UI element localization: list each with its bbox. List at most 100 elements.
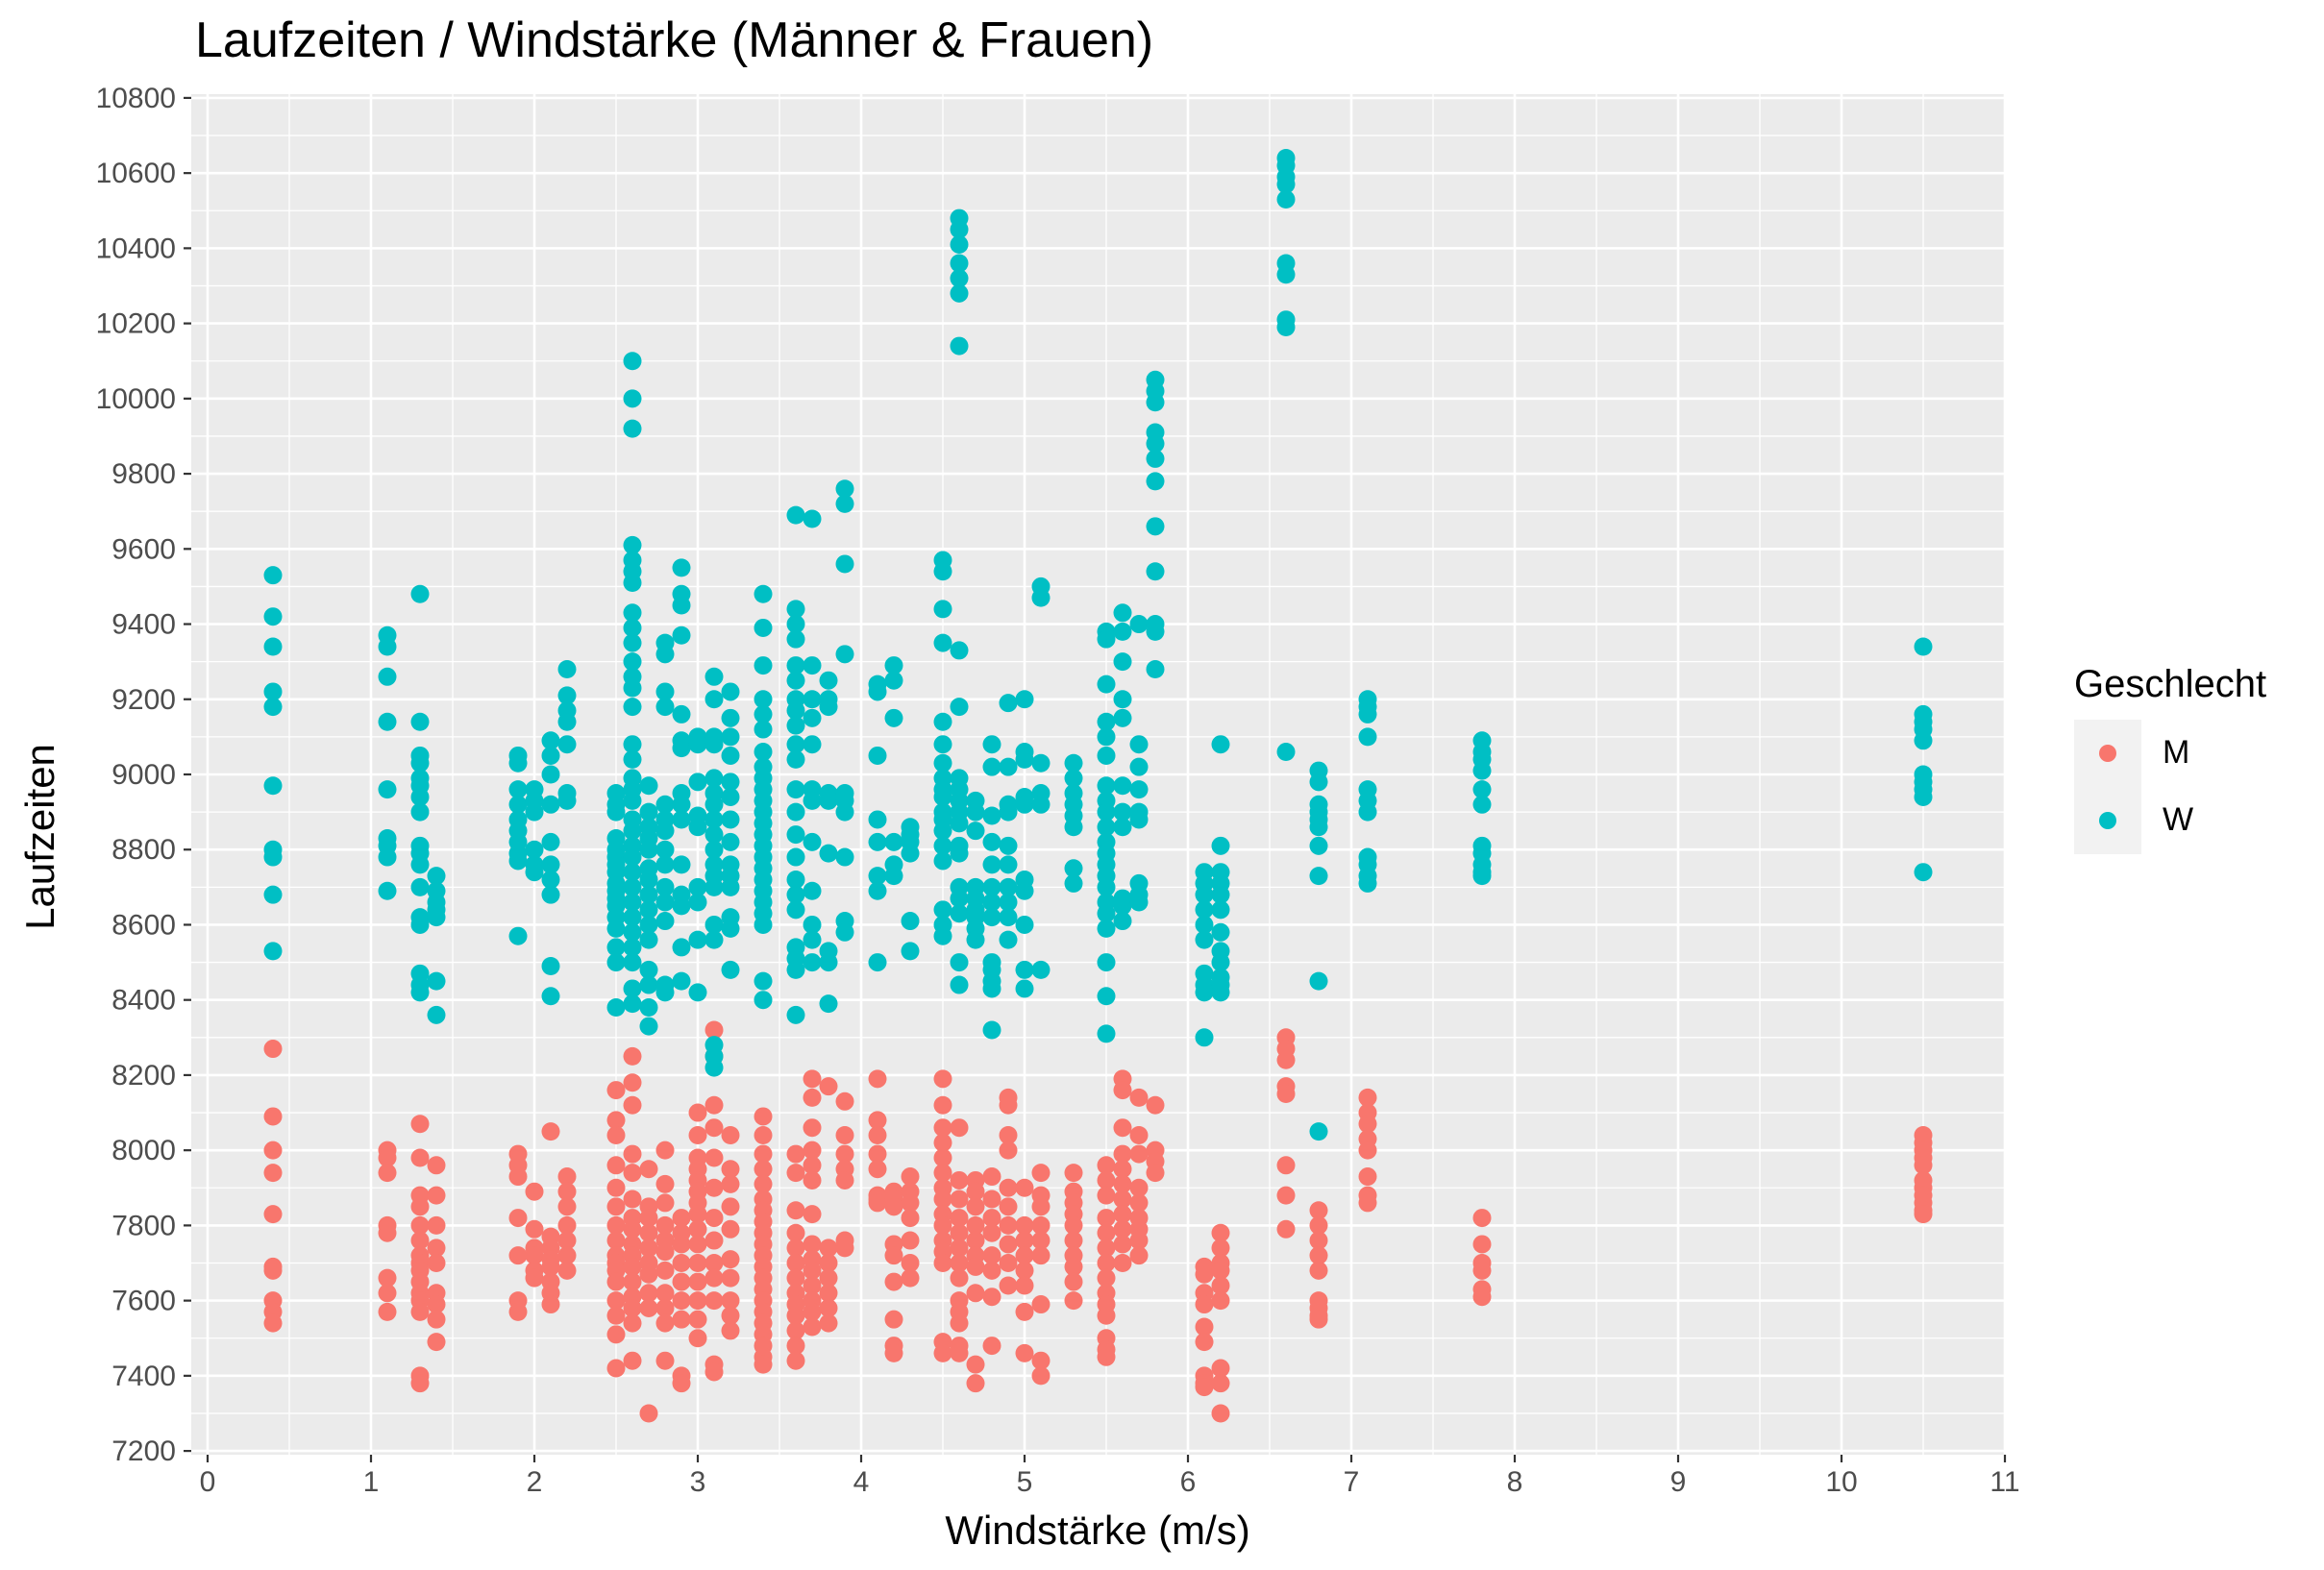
data-point-m [688, 1103, 707, 1122]
data-point-w [1358, 873, 1377, 893]
data-point-w [623, 535, 642, 554]
data-point-m [606, 1325, 626, 1344]
data-point-m [868, 1069, 887, 1089]
data-point-m [950, 1223, 969, 1242]
data-point-m [1031, 1231, 1051, 1250]
data-point-w [557, 686, 577, 705]
data-point-w [1276, 175, 1296, 194]
data-point-w [966, 930, 985, 949]
data-point-m [966, 1182, 985, 1201]
data-point-w [933, 787, 952, 806]
data-point-m [639, 1223, 658, 1242]
data-point-m [950, 1190, 969, 1209]
data-point-w [541, 885, 560, 904]
data-point-m [1097, 1223, 1116, 1242]
data-point-m [508, 1246, 528, 1265]
data-point-w [982, 855, 1001, 874]
data-point-w [557, 712, 577, 731]
legend-marker-m [2099, 745, 2116, 762]
data-point-w [1097, 629, 1116, 649]
data-point-w [623, 922, 642, 942]
data-point-m [803, 1069, 822, 1089]
data-point-m [655, 1215, 675, 1235]
data-point-m [378, 1284, 397, 1303]
data-point-m [884, 1246, 903, 1265]
data-point-w [639, 998, 658, 1018]
data-point-m [688, 1126, 707, 1145]
data-point-w [525, 840, 544, 859]
data-point-m [999, 1141, 1018, 1160]
data-point-w [623, 979, 642, 998]
data-point-w [655, 682, 675, 701]
data-point-m [721, 1126, 740, 1145]
y-tick-label: 9600 [111, 533, 176, 565]
data-point-w [263, 942, 283, 961]
data-point-w [541, 765, 560, 784]
data-point-w [1015, 690, 1034, 709]
data-point-w [705, 1058, 724, 1077]
data-point-w [1097, 904, 1116, 923]
data-point-m [966, 1257, 985, 1276]
data-point-w [672, 795, 691, 814]
data-point-w [688, 773, 707, 792]
data-point-w [721, 960, 740, 979]
data-point-m [639, 1284, 658, 1303]
data-point-w [933, 900, 952, 920]
data-point-m [606, 1306, 626, 1325]
data-point-w [623, 352, 642, 371]
data-point-w [982, 832, 1001, 851]
data-point-m [427, 1254, 446, 1273]
data-point-w [410, 915, 430, 934]
data-point-w [508, 795, 528, 814]
data-point-w [606, 998, 626, 1018]
data-point-w [1211, 735, 1230, 754]
data-point-w [835, 922, 854, 942]
data-point-w [1472, 867, 1492, 886]
data-point-w [786, 701, 805, 721]
data-point-w [786, 780, 805, 799]
data-point-m [933, 1133, 952, 1152]
data-point-m [1211, 1223, 1230, 1242]
data-point-w [639, 975, 658, 994]
data-point-m [950, 1239, 969, 1258]
data-point-w [721, 746, 740, 765]
data-point-m [999, 1276, 1018, 1295]
data-point-m [1129, 1178, 1149, 1197]
y-tick-label: 10000 [96, 383, 176, 415]
data-point-m [1015, 1178, 1034, 1197]
data-point-w [378, 712, 397, 731]
data-point-w [1914, 731, 1933, 750]
data-point-w [1097, 818, 1116, 837]
data-point-w [933, 851, 952, 871]
data-point-w [950, 234, 969, 254]
data-point-w [263, 847, 283, 867]
data-point-m [410, 1302, 430, 1321]
data-point-w [1472, 795, 1492, 814]
data-point-w [786, 749, 805, 769]
data-point-w [410, 753, 430, 773]
data-point-m [688, 1329, 707, 1348]
data-point-w [721, 787, 740, 806]
data-point-w [672, 626, 691, 645]
data-point-w [672, 855, 691, 874]
data-point-w [786, 656, 805, 675]
data-point-w [606, 802, 626, 822]
data-point-w [819, 698, 838, 717]
data-point-m [1064, 1272, 1083, 1291]
data-point-m [1358, 1088, 1377, 1107]
data-point-m [606, 1291, 626, 1311]
data-point-m [557, 1246, 577, 1265]
data-point-m [263, 1261, 283, 1280]
data-point-m [1276, 1050, 1296, 1069]
data-point-w [378, 780, 397, 799]
x-tick-label: 3 [690, 1466, 706, 1498]
data-point-m [819, 1298, 838, 1317]
data-point-w [427, 971, 446, 991]
data-point-m [427, 1156, 446, 1175]
data-point-m [754, 1126, 773, 1145]
data-point-m [1113, 1190, 1132, 1209]
data-point-m [819, 1268, 838, 1288]
data-point-m [688, 1235, 707, 1254]
data-point-w [721, 727, 740, 747]
data-point-m [606, 1215, 626, 1235]
